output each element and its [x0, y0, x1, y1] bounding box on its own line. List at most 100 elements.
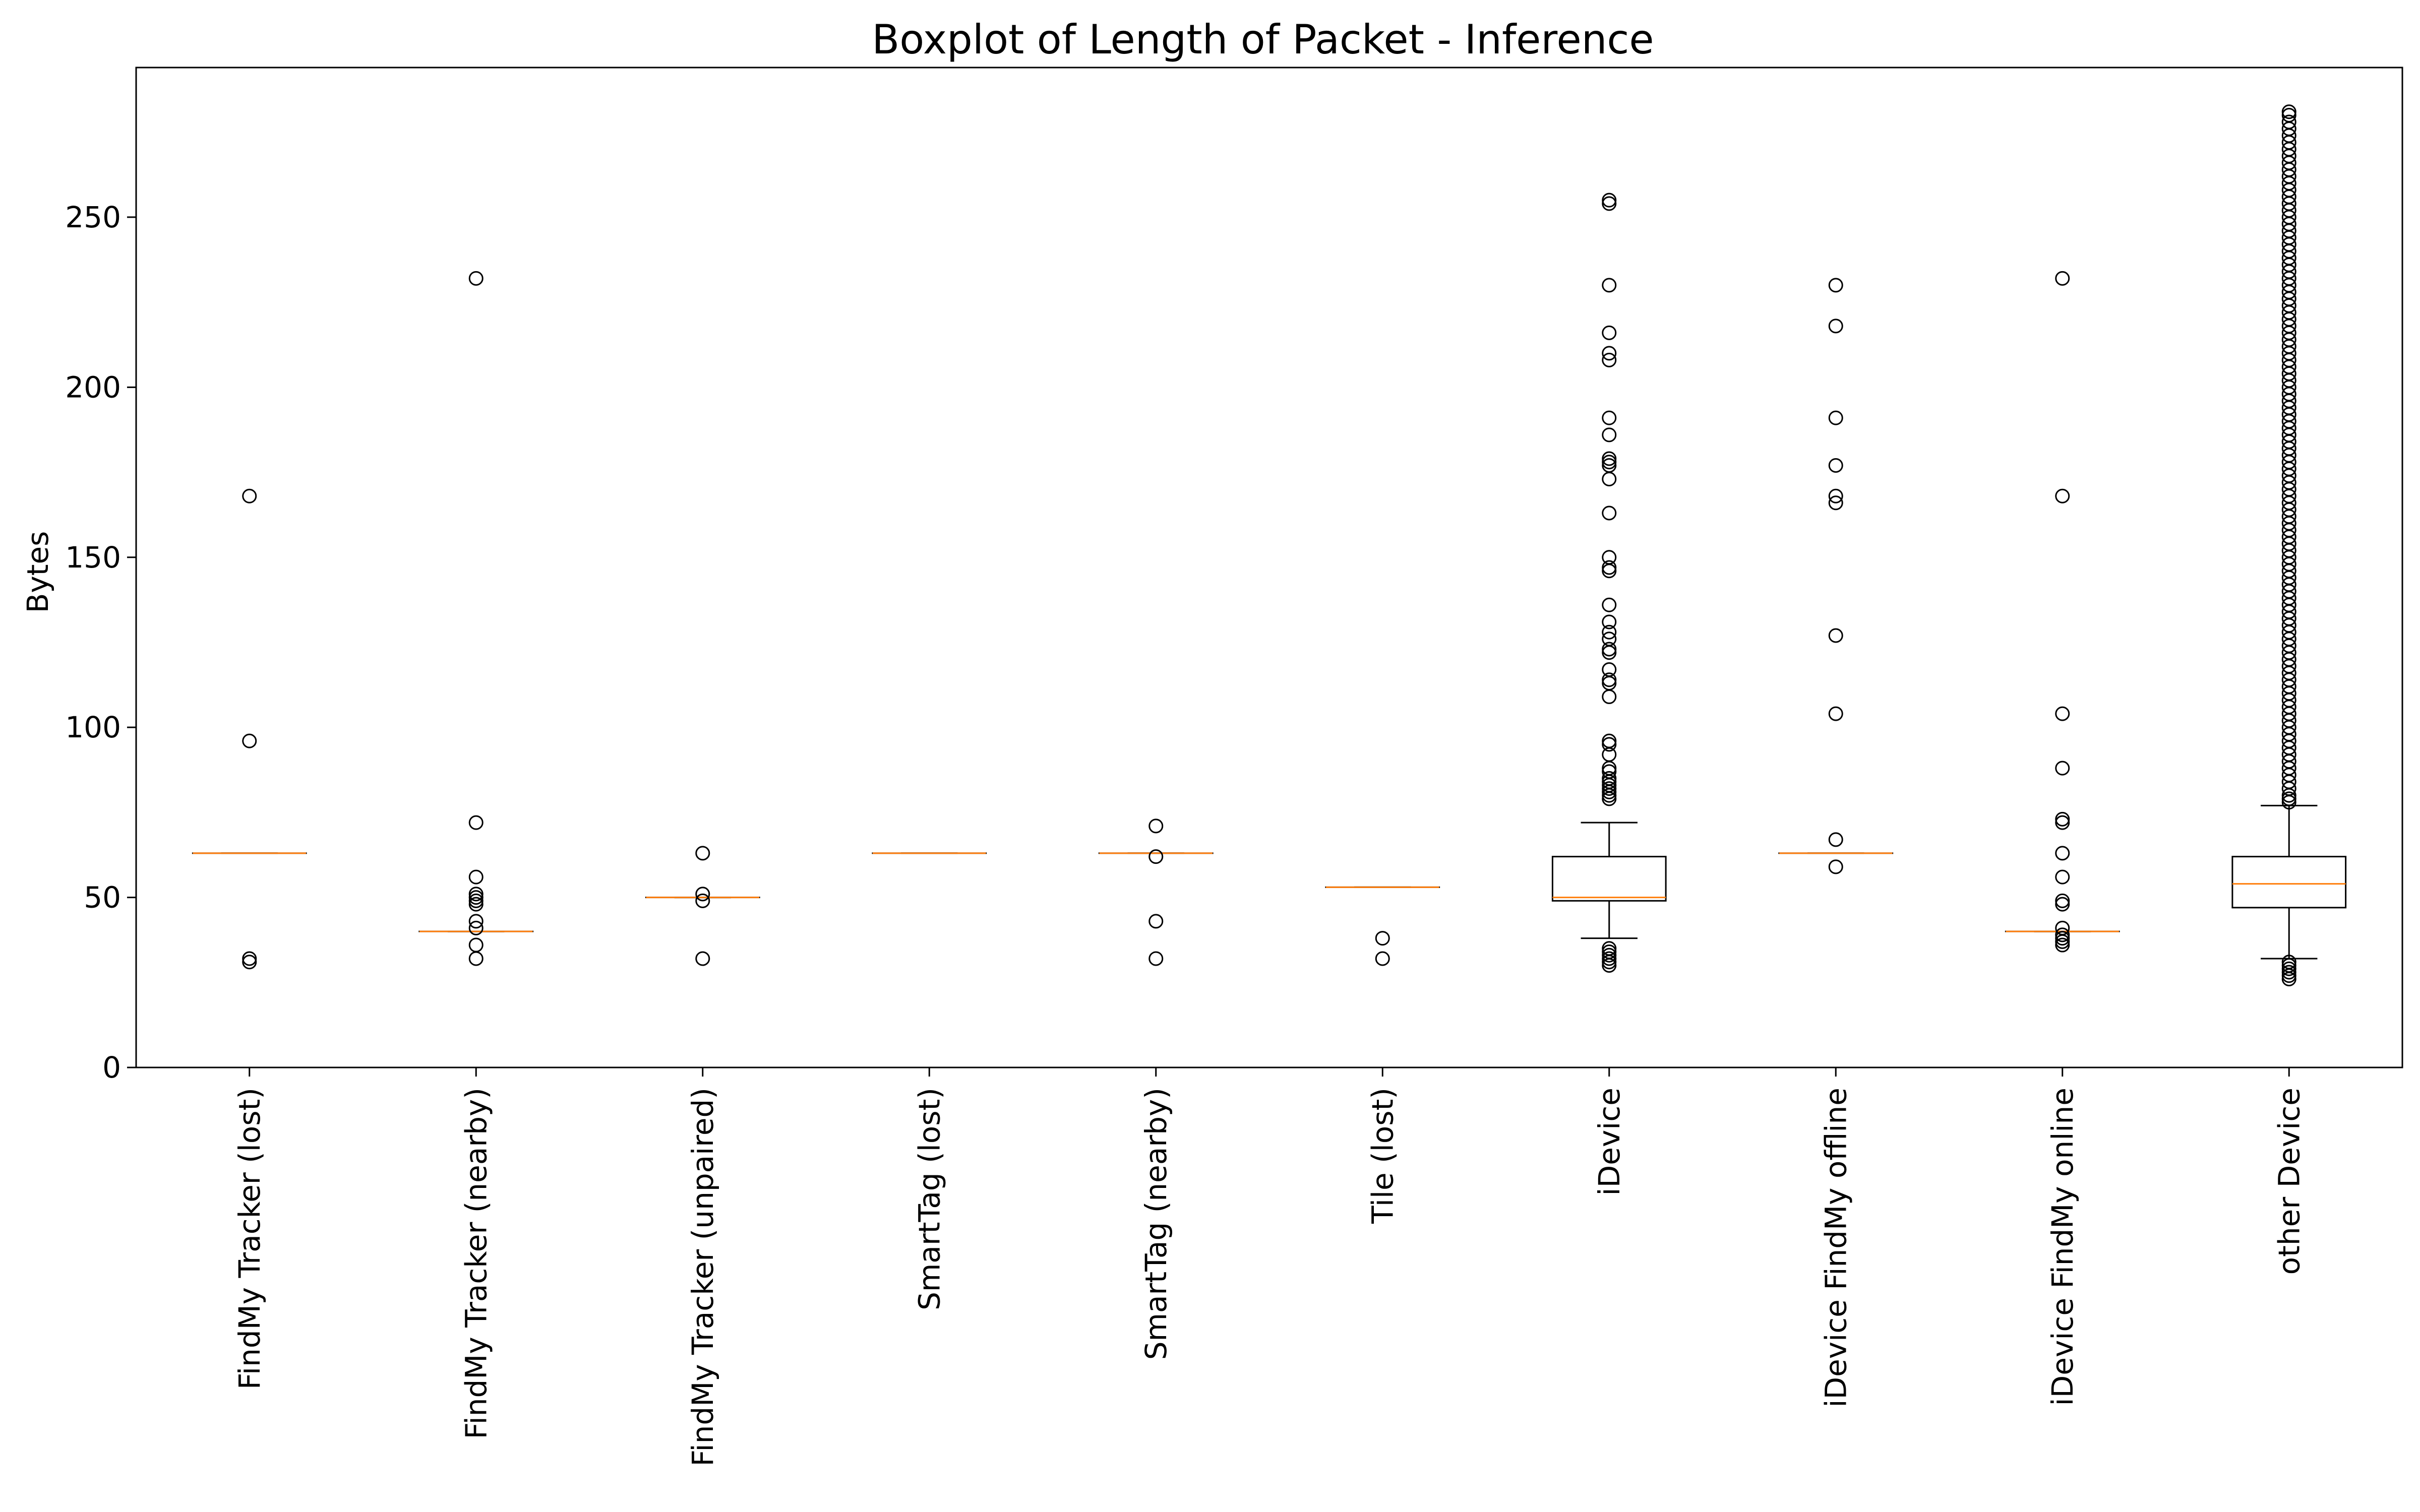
- flier-cat-6-16: [1602, 597, 1617, 612]
- flier-cat-1-7: [468, 914, 483, 929]
- y-tick-label-2: 100: [65, 710, 121, 744]
- y-tick-label-0: 0: [102, 1050, 121, 1085]
- y-axis-label: Bytes: [21, 531, 55, 613]
- y-tick-label-3: 150: [65, 540, 121, 575]
- x-tick-label-cat-2: FindMy Tracker (unpaired): [686, 1088, 720, 1467]
- x-tick-label-cat-4: SmartTag (nearby): [1139, 1088, 1173, 1360]
- flier-cat-9-107: [2281, 965, 2296, 980]
- flier-cat-8-7: [2055, 869, 2070, 885]
- flier-cat-6-15: [1602, 563, 1617, 579]
- flier-cat-6-43: [1602, 958, 1617, 973]
- flier-cat-9-106: [2281, 961, 2296, 976]
- flier-cat-7-1: [1828, 319, 1843, 334]
- flier-cat-6-17: [1602, 614, 1617, 629]
- flier-cat-2-2: [695, 893, 710, 908]
- flier-cat-6-11: [1602, 472, 1617, 487]
- flier-cat-6-37: [1602, 791, 1617, 806]
- flier-cat-1-9: [468, 937, 483, 953]
- x-tick-label-cat-1: FindMy Tracker (nearby): [459, 1088, 493, 1439]
- chart-title: Boxplot of Length of Packet - Inference: [872, 16, 1654, 63]
- flier-cat-2-3: [695, 951, 710, 966]
- flier-cat-6-6: [1602, 410, 1617, 425]
- box-cat-9: [2231, 856, 2347, 909]
- flier-cat-2-1: [695, 887, 710, 902]
- flier-cat-6-34: [1602, 781, 1617, 796]
- flier-cat-6-12: [1602, 506, 1617, 521]
- flier-cat-6-9: [1602, 455, 1617, 470]
- flier-cat-6-18: [1602, 624, 1617, 640]
- flier-cat-1-3: [468, 887, 483, 902]
- flier-cat-4-0: [1148, 818, 1164, 834]
- flier-cat-1-6: [468, 897, 483, 912]
- flier-cat-8-12: [2055, 931, 2070, 946]
- flier-cat-8-5: [2055, 815, 2070, 830]
- flier-cat-6-41: [1602, 951, 1617, 966]
- flier-cat-7-5: [1828, 495, 1843, 511]
- flier-cat-9-0: [2281, 104, 2296, 119]
- flier-cat-8-14: [2055, 937, 2070, 953]
- flier-cat-1-1: [468, 815, 483, 830]
- flier-cat-8-11: [2055, 927, 2070, 942]
- flier-cat-0-2: [242, 951, 257, 966]
- flier-cat-9-103: [2281, 795, 2296, 810]
- flier-cat-7-9: [1828, 859, 1843, 874]
- flier-cat-7-0: [1828, 278, 1843, 293]
- flier-cat-6-36: [1602, 788, 1617, 803]
- flier-cat-7-3: [1828, 458, 1843, 473]
- flier-cat-6-3: [1602, 325, 1617, 340]
- flier-cat-8-1: [2055, 488, 2070, 503]
- flier-cat-6-26: [1602, 733, 1617, 748]
- y-tick-label-1: 50: [84, 880, 121, 915]
- flier-cat-6-1: [1602, 196, 1617, 211]
- flier-cat-9-101: [2281, 788, 2296, 803]
- flier-cat-6-24: [1602, 675, 1617, 690]
- flier-cat-0-1: [242, 733, 257, 748]
- flier-cat-6-25: [1602, 689, 1617, 704]
- flier-cat-4-3: [1148, 951, 1164, 966]
- flier-cat-1-2: [468, 869, 483, 885]
- flier-cat-9-108: [2281, 968, 2296, 983]
- x-tick-label-cat-8: iDevice FindMy online: [2045, 1088, 2080, 1406]
- x-tick-label-cat-6: iDevice: [1592, 1088, 1626, 1195]
- flier-cat-8-4: [2055, 811, 2070, 827]
- y-tick-label-4: 200: [65, 370, 121, 404]
- flier-cat-8-8: [2055, 893, 2070, 908]
- flier-cat-6-5: [1602, 352, 1617, 367]
- flier-cat-6-0: [1602, 193, 1617, 208]
- flier-cat-7-7: [1828, 706, 1843, 721]
- flier-cat-2-0: [695, 846, 710, 861]
- flier-cat-1-5: [468, 893, 483, 908]
- flier-cat-8-6: [2055, 846, 2070, 861]
- flier-cat-7-8: [1828, 832, 1843, 847]
- flier-cat-6-4: [1602, 346, 1617, 361]
- flier-cat-8-13: [2055, 934, 2070, 949]
- flier-cat-0-0: [242, 488, 257, 503]
- flier-cat-8-0: [2055, 271, 2070, 286]
- flier-cat-7-6: [1828, 628, 1843, 643]
- x-tick-label-cat-7: iDevice FindMy offline: [1819, 1088, 1853, 1408]
- flier-cat-1-0: [468, 271, 483, 286]
- flier-cat-5-1: [1375, 951, 1390, 966]
- flier-cat-6-28: [1602, 747, 1617, 762]
- flier-cat-5-0: [1375, 931, 1390, 946]
- flier-cat-6-27: [1602, 737, 1617, 752]
- y-tick-label-5: 250: [65, 200, 121, 234]
- plot-marks: 0 50 100 150 200 250 FindMy Tracker (lost) Find…: [65, 104, 2347, 1467]
- flier-cat-1-10: [468, 951, 483, 966]
- flier-cat-7-2: [1828, 410, 1843, 425]
- flier-cat-9-109: [2281, 972, 2296, 987]
- flier-cat-6-42: [1602, 955, 1617, 970]
- flier-cat-9-102: [2281, 791, 2296, 806]
- box-cat-6: [1551, 856, 1667, 902]
- flier-cat-6-20: [1602, 642, 1617, 657]
- flier-cat-1-4: [468, 890, 483, 905]
- flier-cat-6-35: [1602, 784, 1617, 799]
- flier-cat-6-14: [1602, 560, 1617, 575]
- flier-cat-6-23: [1602, 672, 1617, 687]
- flier-cat-6-2: [1602, 278, 1617, 293]
- flier-cat-4-2: [1148, 914, 1164, 929]
- x-tick-label-cat-9: other Device: [2272, 1088, 2306, 1275]
- flier-cat-0-3: [242, 955, 257, 970]
- flier-cat-6-21: [1602, 645, 1617, 660]
